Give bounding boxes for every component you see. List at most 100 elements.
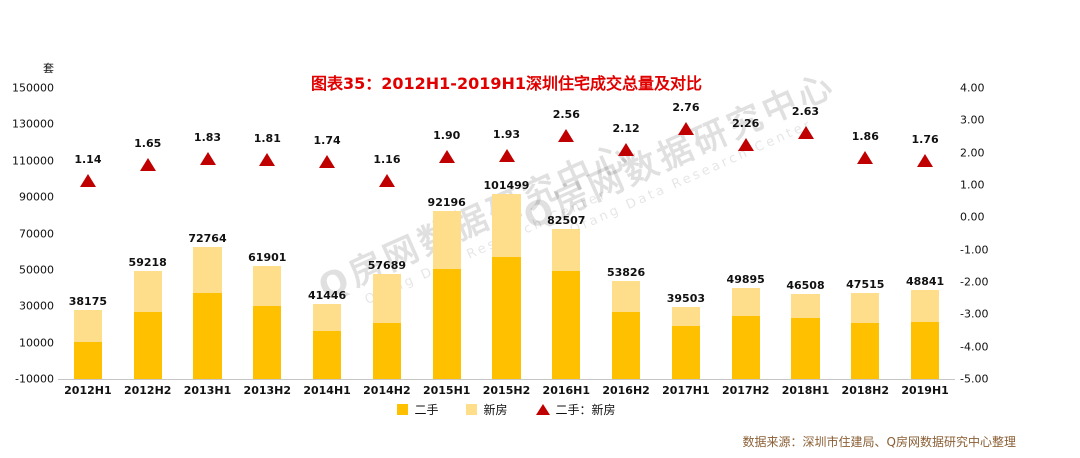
ratio-triangle-marker — [199, 152, 216, 166]
ratio-value-label: 1.65 — [134, 136, 162, 150]
bar-total-label: 72764 — [188, 231, 227, 245]
bar-secondhand-segment — [133, 311, 162, 379]
bar-secondhand-segment — [851, 322, 880, 379]
legend-label: 二手 — [414, 403, 439, 417]
left-axis-tick: -10000 — [15, 372, 54, 386]
x-axis-label: 2015H2 — [482, 384, 531, 397]
ratio-value-label: 1.86 — [851, 130, 879, 144]
legend-label: 新房 — [483, 403, 508, 417]
left-axis: 150000 130000 110000 90000 70000 50000 30000 10… — [6, 82, 54, 386]
bar-total-label: 48841 — [905, 275, 945, 289]
bar-newhome-segment — [612, 281, 641, 313]
bar-newhome-segment — [432, 211, 461, 270]
x-axis-label: 2014H2 — [363, 384, 411, 397]
ratio-value-label: 2.63 — [791, 105, 820, 119]
bar-secondhand-segment — [313, 331, 342, 379]
x-axis-label: 2015H1 — [422, 384, 471, 397]
bar-total-label: 39503 — [666, 292, 706, 306]
newhome-swatch-icon — [466, 404, 478, 415]
bar-newhome-segment — [193, 246, 222, 294]
bar-newhome-segment — [791, 294, 820, 318]
bar-newhome-segment — [313, 303, 342, 332]
bar-total-label: 53826 — [606, 266, 646, 280]
legend-item-ratio: 二手：新房 — [535, 401, 616, 418]
ratio-triangle-marker — [378, 173, 395, 187]
bar-total-label: 61901 — [248, 251, 287, 265]
left-axis-unit-label: 套 — [43, 62, 54, 75]
right-axis-tick: 0.00 — [960, 210, 985, 224]
left-axis-tick: 30000 — [19, 299, 54, 313]
ratio-value-label: 1.93 — [492, 127, 521, 141]
left-axis-tick: 110000 — [12, 154, 54, 168]
x-axis: 2012H1 2012H2 2013H1 2013H2 2014H1 2014H2 2015… — [58, 384, 955, 400]
bar-total-label: 92196 — [427, 196, 466, 210]
bar-secondhand-segment — [791, 317, 820, 379]
left-axis-tick: 150000 — [12, 81, 54, 95]
legend-label: 二手：新房 — [555, 403, 616, 417]
right-axis-tick: 1.00 — [960, 178, 985, 192]
right-axis-tick: -4.00 — [960, 340, 989, 354]
bar-newhome-segment — [731, 288, 760, 317]
right-axis-tick: -1.00 — [960, 243, 989, 257]
bar-total-label: 46508 — [786, 279, 825, 293]
bar-total-label: 59218 — [128, 256, 167, 270]
bar-newhome-segment — [492, 194, 521, 258]
ratio-triangle-marker — [917, 154, 934, 168]
left-axis-tick: 130000 — [12, 117, 54, 131]
ratio-triangle-marker — [797, 126, 814, 140]
x-axis-label: 2016H2 — [602, 384, 650, 397]
x-axis-label: 2013H2 — [243, 384, 292, 397]
x-axis-label: 2013H1 — [183, 384, 232, 397]
bar-secondhand-segment — [73, 342, 102, 379]
bar-secondhand-segment — [253, 306, 282, 379]
right-axis-tick: -2.00 — [960, 275, 989, 289]
ratio-value-label: 2.12 — [612, 121, 640, 135]
ratio-value-label: 1.76 — [911, 133, 939, 147]
x-axis-label: 2012H1 — [64, 384, 112, 397]
bar-secondhand-segment — [432, 269, 461, 379]
bar-secondhand-segment — [731, 316, 760, 379]
bar-newhome-segment — [552, 228, 581, 272]
chart-title: 图表35：2012H1-2019H1深圳住宅成交总量及对比 — [310, 74, 703, 93]
x-axis-label: 2018H2 — [841, 384, 890, 397]
x-axis-label: 2017H2 — [721, 384, 770, 397]
right-axis-tick: -3.00 — [960, 307, 989, 321]
bar-newhome-segment — [133, 271, 162, 312]
bar-total-label: 57689 — [367, 259, 407, 273]
ratio-triangle-marker — [79, 174, 96, 188]
ratio-triangle-marker — [319, 155, 336, 169]
ratio-value-label: 2.26 — [732, 117, 760, 131]
ratio-value-label: 2.76 — [672, 101, 700, 115]
ratio-triangle-marker — [139, 157, 156, 171]
ratio-triangle-marker — [558, 128, 575, 142]
bar-newhome-segment — [73, 309, 102, 342]
x-axis-label: 2017H1 — [662, 384, 710, 397]
bar-total-label: 49895 — [726, 273, 765, 287]
right-axis-tick: -5.00 — [960, 372, 989, 386]
x-axis-label: 2018H1 — [781, 384, 830, 397]
right-axis: 4.00 3.00 2.00 1.00 0.00 -1.00 -2.00 -3.00 -4.00… — [960, 82, 1008, 386]
bar-newhome-segment — [671, 307, 700, 327]
source-note: 数据来源：深圳市住建局、Q房网数据研究中心整理 — [742, 435, 1016, 449]
ratio-value-label: 1.14 — [74, 153, 102, 167]
ratio-triangle-marker — [498, 148, 515, 162]
left-axis-tick: 70000 — [19, 227, 54, 240]
bar-total-label: 101499 — [483, 179, 530, 193]
ratio-triangle-marker — [618, 142, 635, 156]
ratio-value-label: 1.16 — [373, 152, 401, 166]
legend-item-newhome: 新房 — [466, 401, 508, 418]
bar-secondhand-segment — [193, 293, 222, 379]
bar-secondhand-segment — [552, 271, 581, 379]
left-axis-tick: 90000 — [19, 190, 54, 204]
ratio-value-label: 2.56 — [552, 107, 580, 121]
bar-total-label: 47515 — [846, 277, 885, 291]
bar-secondhand-segment — [492, 257, 521, 379]
plot-area: Q房网数据研究中心 Qfang Data Research Center Q房网… — [58, 65, 955, 380]
bar-newhome-segment — [253, 266, 282, 307]
ratio-triangle-marker — [677, 122, 694, 136]
ratio-triangle-marker — [737, 138, 754, 152]
bar-total-label: 41446 — [307, 288, 347, 302]
x-axis-label: 2016H1 — [542, 384, 591, 397]
ratio-value-label: 1.74 — [313, 134, 341, 148]
